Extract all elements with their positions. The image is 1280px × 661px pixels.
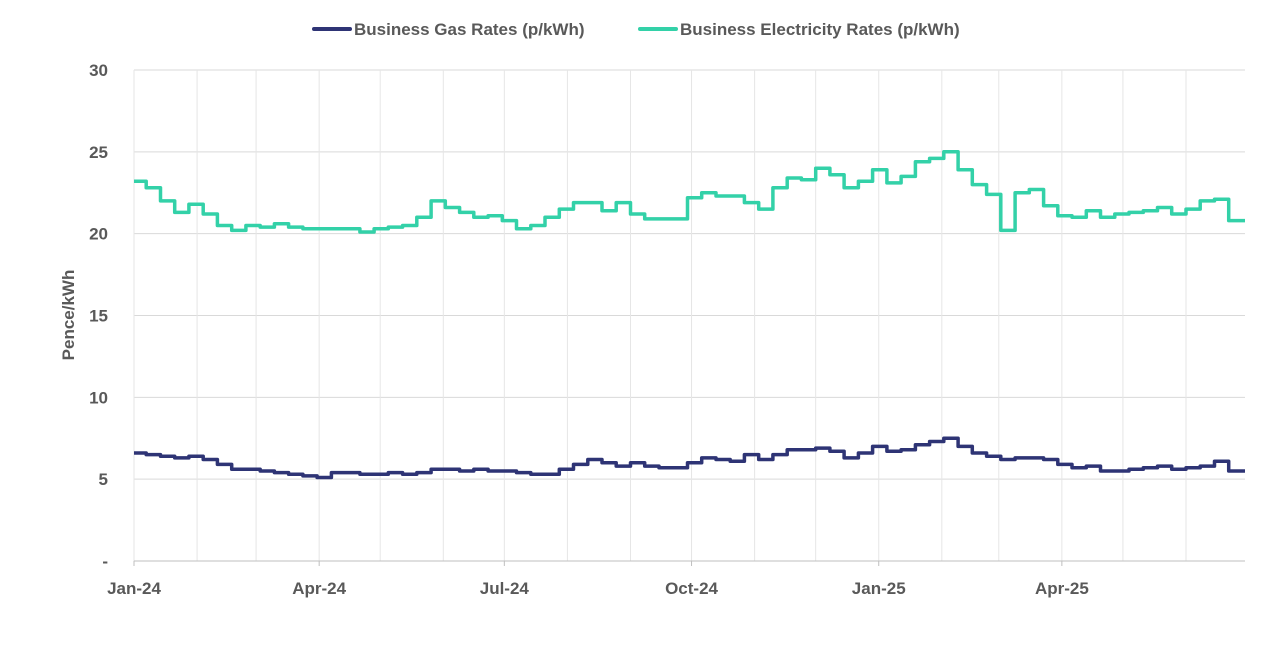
x-tick-label: Apr-25 <box>1035 579 1089 598</box>
x-tick-label: Jan-25 <box>852 579 906 598</box>
x-tick-label: Apr-24 <box>292 579 346 598</box>
legend-label: Business Gas Rates (p/kWh) <box>354 20 585 39</box>
x-tick-label: Jul-24 <box>480 579 530 598</box>
y-tick-label: 30 <box>89 61 108 80</box>
x-tick-label: Jan-24 <box>107 579 161 598</box>
x-tick-label: Oct-24 <box>665 579 718 598</box>
y-tick-label: 25 <box>89 143 108 162</box>
series-line-electricity <box>134 150 1245 234</box>
legend: Business Gas Rates (p/kWh) Business Elect… <box>312 20 960 39</box>
series-line-gas <box>134 436 1245 480</box>
y-tick-label: 10 <box>89 388 108 407</box>
y-axis-label: Pence/kWh <box>59 270 78 361</box>
axes: - 5 10 15 20 25 30 Jan-24 Apr-24 Jul-24 Oct-24 Jan-… <box>89 61 1245 598</box>
legend-label: Business Electricity Rates (p/kWh) <box>680 20 960 39</box>
series-group <box>134 150 1245 480</box>
y-tick-label: 15 <box>89 307 108 326</box>
y-tick-label: 5 <box>99 470 108 489</box>
grid <box>133 69 1245 561</box>
y-tick-label: - <box>102 552 108 571</box>
y-tick-label: 20 <box>89 225 108 244</box>
